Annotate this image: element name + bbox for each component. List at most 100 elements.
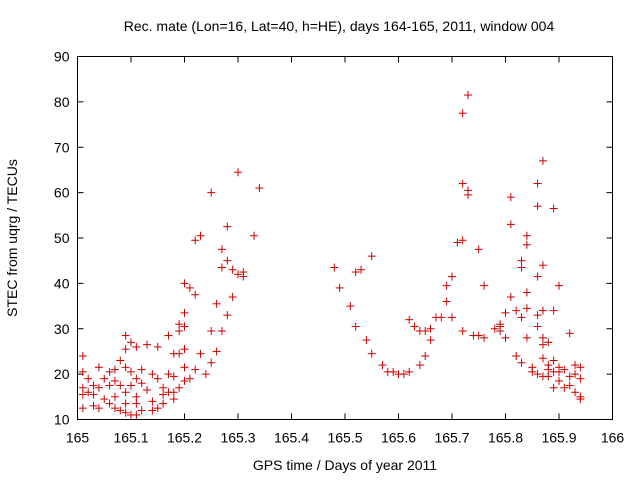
data-point (565, 381, 574, 390)
data-point (501, 333, 510, 342)
data-point (517, 256, 526, 265)
x-tick-label: 165.4 (274, 430, 309, 446)
data-point (191, 236, 200, 245)
data-point (464, 190, 473, 199)
data-point (175, 349, 184, 358)
data-point (367, 349, 376, 358)
data-point (132, 374, 141, 383)
data-point (415, 361, 424, 370)
data-point (474, 245, 483, 254)
data-point (565, 372, 574, 381)
data-point (533, 272, 542, 281)
data-point (234, 270, 242, 279)
data-point (549, 306, 558, 315)
data-point (458, 109, 467, 118)
data-point (367, 252, 376, 261)
y-tick-label: 50 (54, 230, 70, 246)
data-point (458, 179, 467, 188)
data-point (185, 374, 194, 383)
data-point (180, 322, 189, 331)
data-point (78, 383, 87, 392)
data-point (100, 374, 109, 383)
data-point (132, 392, 141, 401)
data-point (121, 399, 130, 408)
x-tick-label: 165.7 (434, 430, 469, 446)
data-point (78, 351, 87, 360)
data-point (357, 265, 366, 274)
data-point (528, 367, 537, 376)
data-point (110, 365, 119, 374)
data-point (217, 245, 226, 254)
data-points (78, 91, 585, 419)
data-point (453, 238, 462, 247)
data-point (180, 363, 189, 372)
data-point (250, 231, 259, 240)
y-tick-label: 40 (54, 275, 70, 291)
data-point (132, 410, 141, 419)
data-point (442, 297, 451, 306)
data-point (410, 322, 419, 331)
data-point (169, 372, 178, 381)
x-tick-label: 165.5 (327, 430, 362, 446)
data-point (185, 283, 194, 292)
x-tick-label: 165.1 (113, 430, 148, 446)
data-point (143, 340, 152, 349)
data-point (522, 288, 531, 297)
data-point (207, 188, 216, 197)
data-point (330, 263, 339, 272)
data-point (212, 299, 221, 308)
data-point (175, 320, 184, 329)
data-point (346, 302, 355, 311)
data-point (196, 231, 205, 240)
data-point (121, 363, 130, 372)
data-point (223, 222, 232, 231)
data-point (421, 327, 430, 336)
y-tick-label: 30 (54, 321, 70, 337)
data-point (164, 370, 173, 379)
x-axis: 165 165.1 165.2 165.3 165.4 165.5 165.6 165.7 16… (66, 56, 625, 446)
data-point (576, 374, 585, 383)
x-tick-label: 165.9 (541, 430, 576, 446)
data-point (506, 220, 515, 229)
data-point (110, 392, 119, 401)
data-point (490, 324, 499, 333)
data-point (571, 361, 580, 370)
data-point (121, 345, 130, 354)
data-point (448, 313, 456, 322)
data-point (110, 404, 119, 413)
data-point (94, 383, 103, 392)
y-tick-label: 80 (54, 94, 70, 110)
data-point (522, 240, 531, 249)
data-point (351, 268, 360, 277)
data-point (137, 406, 146, 415)
data-point (517, 263, 526, 272)
data-point (169, 388, 178, 397)
data-point (121, 331, 130, 340)
data-point (480, 281, 489, 290)
data-point (100, 395, 109, 404)
data-point (159, 399, 168, 408)
data-point (137, 365, 146, 374)
data-point (127, 367, 135, 376)
data-point (576, 363, 585, 372)
data-point (560, 365, 569, 374)
data-point (89, 401, 98, 410)
data-point (506, 292, 515, 301)
data-point (110, 376, 119, 385)
data-point (121, 408, 130, 417)
data-point (159, 383, 168, 392)
data-point (255, 184, 264, 193)
data-point (522, 304, 531, 313)
x-tick-label: 166 (601, 430, 625, 446)
data-point (399, 370, 408, 379)
data-point (533, 322, 542, 331)
data-point (217, 263, 226, 272)
data-point (538, 354, 547, 363)
data-point (94, 363, 103, 372)
data-point (153, 374, 162, 383)
data-point (201, 370, 210, 379)
data-point (175, 327, 184, 336)
data-point (362, 336, 371, 345)
data-point (116, 356, 125, 365)
